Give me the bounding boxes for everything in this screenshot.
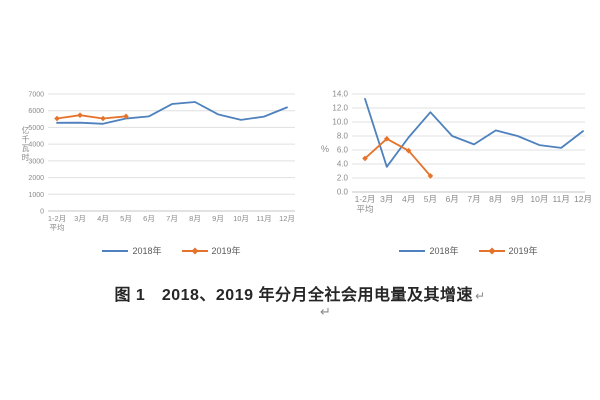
svg-text:7000: 7000 <box>28 92 44 99</box>
legend-label-2019: 2019年 <box>508 245 538 256</box>
svg-text:10.0: 10.0 <box>332 118 348 127</box>
svg-text:1000: 1000 <box>28 192 44 199</box>
svg-text:0.0: 0.0 <box>337 188 349 197</box>
diamond-marker-icon <box>487 247 496 255</box>
svg-text:10月: 10月 <box>530 194 548 204</box>
figure-caption: 图 1 2018、2019 年分月全社会用电量及其增速 ↵ <box>0 281 600 305</box>
svg-text:12.0: 12.0 <box>332 104 348 113</box>
line-swatch-2018-icon <box>102 250 129 252</box>
svg-text:8.0: 8.0 <box>337 132 349 141</box>
figure-caption-text: 图 1 2018、2019 年分月全社会用电量及其增速 <box>114 287 473 304</box>
svg-text:4000: 4000 <box>28 142 44 149</box>
svg-text:8月: 8月 <box>189 214 201 223</box>
legend-item-2019: 2019年 <box>181 245 241 256</box>
svg-text:1-2月: 1-2月 <box>48 214 66 223</box>
line-swatch-2018-icon <box>399 250 426 252</box>
svg-text:5月: 5月 <box>424 194 437 204</box>
svg-text:7月: 7月 <box>166 214 178 223</box>
svg-text:11月: 11月 <box>256 214 271 223</box>
right-chart-y-axis-title: % <box>321 144 330 154</box>
svg-text:7月: 7月 <box>467 194 480 204</box>
paragraph-return-icon: ↵ <box>320 304 331 319</box>
svg-text:3月: 3月 <box>74 214 86 223</box>
line-swatch-2019-icon <box>478 247 505 255</box>
svg-text:5000: 5000 <box>28 125 44 132</box>
legend-item-2019: 2019年 <box>478 245 538 256</box>
svg-text:6.0: 6.0 <box>337 146 349 155</box>
svg-text:9月: 9月 <box>212 214 224 223</box>
right-chart-legend: 2018年 2019年 <box>352 244 585 258</box>
svg-text:10月: 10月 <box>233 214 249 223</box>
svg-text:2000: 2000 <box>28 175 44 182</box>
svg-text:6月: 6月 <box>143 214 155 223</box>
svg-text:12月: 12月 <box>279 214 295 223</box>
svg-text:12月: 12月 <box>574 194 592 204</box>
svg-text:2.0: 2.0 <box>337 174 349 183</box>
svg-text:平均: 平均 <box>50 222 65 232</box>
svg-text:4月: 4月 <box>97 214 109 223</box>
svg-text:4.0: 4.0 <box>337 160 349 169</box>
svg-text:11月: 11月 <box>553 194 570 204</box>
legend-label-2018: 2018年 <box>429 245 459 256</box>
legend-item-2018: 2018年 <box>399 245 459 256</box>
svg-text:1-2月: 1-2月 <box>355 194 376 204</box>
line-swatch-2019-icon <box>181 247 208 255</box>
svg-text:4月: 4月 <box>402 194 415 204</box>
left-chart-y-axis-title: 亿千瓦时 <box>21 126 30 162</box>
svg-text:8月: 8月 <box>489 194 502 204</box>
diamond-marker-icon <box>190 247 199 255</box>
svg-text:14.0: 14.0 <box>332 90 348 99</box>
svg-text:5月: 5月 <box>120 214 132 223</box>
svg-text:6000: 6000 <box>28 108 44 115</box>
svg-text:平均: 平均 <box>356 204 373 214</box>
paragraph-return-icon: ↵ <box>474 289 486 303</box>
left-chart-legend: 2018年 2019年 <box>48 244 295 258</box>
legend-label-2018: 2018年 <box>132 245 162 256</box>
svg-text:3000: 3000 <box>28 158 44 165</box>
svg-text:3月: 3月 <box>380 194 393 204</box>
svg-text:9月: 9月 <box>511 194 524 204</box>
legend-item-2018: 2018年 <box>102 245 162 256</box>
svg-text:0: 0 <box>40 209 44 216</box>
legend-label-2019: 2019年 <box>211 245 241 256</box>
svg-text:6月: 6月 <box>446 194 459 204</box>
